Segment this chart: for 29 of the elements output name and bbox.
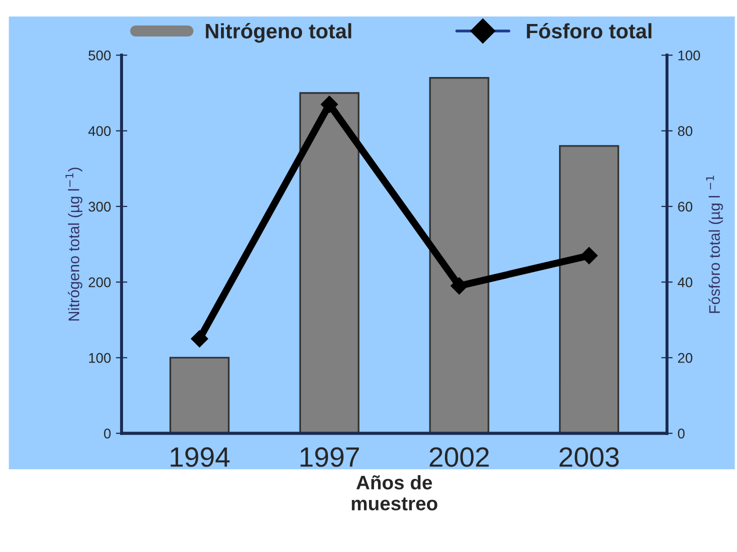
bar xyxy=(559,145,620,434)
bar xyxy=(169,356,230,434)
bar xyxy=(299,92,360,434)
point xyxy=(320,96,338,113)
x-axis-title: Años de muestreo xyxy=(352,475,438,510)
y-tick-label: 400 xyxy=(88,126,111,136)
point xyxy=(190,330,208,348)
y2-tick-label: 80 xyxy=(678,126,692,136)
legend-label: Nitrógeno total xyxy=(206,23,352,43)
x-tick-label: 2003 xyxy=(560,447,619,467)
point xyxy=(580,247,598,264)
y-tick-label: 100 xyxy=(89,353,111,363)
y2-tick-label: 20 xyxy=(678,353,692,363)
bar xyxy=(429,77,490,434)
x-tick-label: 2002 xyxy=(430,447,489,467)
legend-label: Fósforo total xyxy=(526,23,652,38)
y2-tick-label: 100 xyxy=(678,50,700,60)
y2-tick-label: 60 xyxy=(678,202,692,212)
y2-tick-label: 0 xyxy=(678,428,685,438)
y2-tick-label: 40 xyxy=(678,277,692,288)
y-tick-label: 300 xyxy=(88,202,111,212)
y-tick-label: 0 xyxy=(104,428,111,438)
y-tick-label: 500 xyxy=(88,50,111,60)
x-tick-label: 1997 xyxy=(300,447,359,467)
y-tick-label: 200 xyxy=(88,277,111,288)
point xyxy=(450,277,468,294)
x-tick-label: 1994 xyxy=(170,447,230,467)
y2-axis-title: Fósforo total (µg l $^{−1}$ xyxy=(706,176,723,313)
y-axis-title: Nitrógeno total (µg l$^{−1}$) xyxy=(66,168,82,321)
